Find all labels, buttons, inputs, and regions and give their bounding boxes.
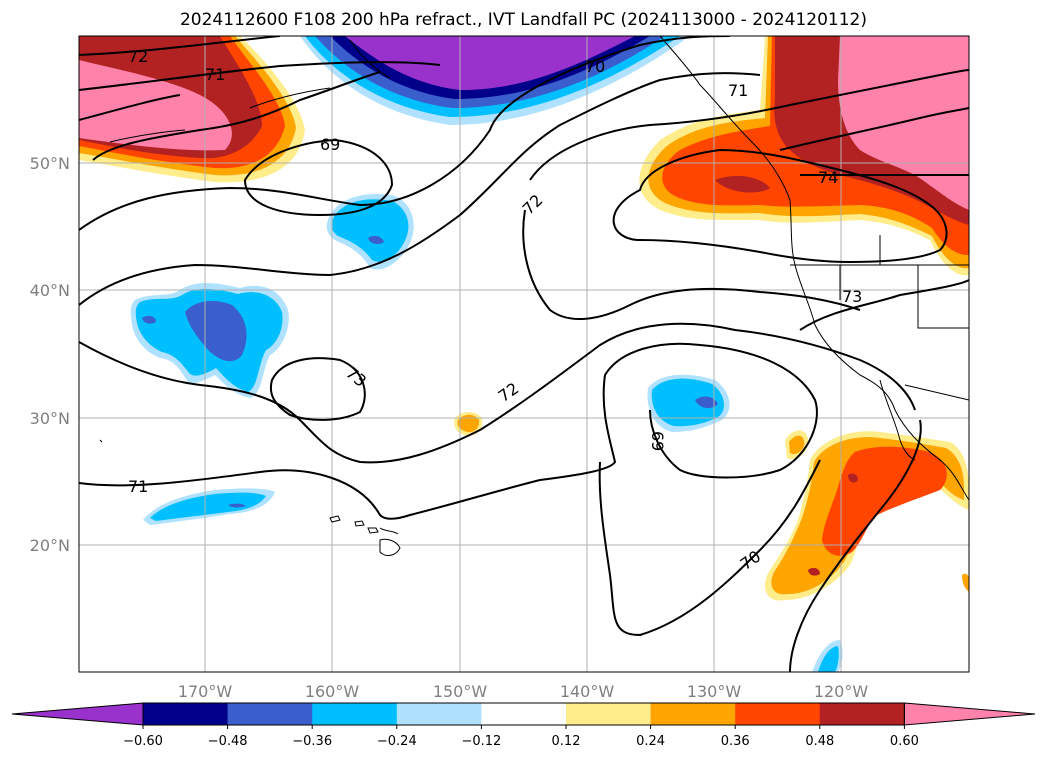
lon-label: 120°W (814, 682, 869, 701)
colorbar-tick-label: 0.60 (890, 734, 919, 749)
positive-anomaly-south (765, 430, 969, 672)
negative-anomaly-blob-4 (143, 488, 275, 525)
longitude-labels: 170°W 160°W 150°W 140°W 130°W 120°W (178, 682, 869, 701)
negative-anomaly-blob-2 (130, 283, 289, 398)
contour-label: 72 (128, 47, 148, 66)
negative-anomaly-north (300, 36, 690, 125)
colorbar-segment (143, 703, 229, 725)
contour-label: 69 (648, 431, 667, 451)
contour-label: 71 (128, 477, 148, 496)
contour-label: 71 (205, 65, 225, 84)
lon-label: 150°W (433, 682, 488, 701)
colorbar-segment (227, 703, 313, 725)
lon-label: 140°W (560, 682, 615, 701)
colorbar-segment (566, 703, 652, 725)
colorbar-tick-label: −0.36 (292, 734, 332, 749)
colorbar-tick-label: 0.12 (552, 734, 581, 749)
colorbar-segment (819, 703, 905, 725)
colorbar-tick-label: 0.48 (805, 734, 834, 749)
lat-label: 20°N (30, 536, 70, 555)
colorbar-segment (650, 703, 736, 725)
contour-label: 71 (728, 81, 748, 100)
contour-label: 74 (818, 168, 838, 187)
colorbar-tick-label: 0.36 (721, 734, 750, 749)
map-plot-area: 72 71 69 70 71 72 74 73 73 72 69 71 70 (79, 36, 969, 672)
colorbar-tick-label: 0.24 (636, 734, 665, 749)
colorbar-extend-high (903, 702, 1036, 726)
lon-label: 130°W (687, 682, 742, 701)
lon-label: 160°W (305, 682, 360, 701)
lat-label: 40°N (30, 281, 70, 300)
contour-label: 69 (320, 135, 340, 154)
hawaii-islands (329, 515, 401, 556)
refractivity-contours (79, 36, 969, 672)
coastlines (99, 36, 969, 535)
contour-label: 70 (585, 57, 605, 76)
map-title: 2024112600 F108 200 hPa refract., IVT La… (179, 10, 867, 30)
colorbar-segment (735, 703, 821, 725)
lat-label: 50°N (30, 154, 70, 173)
lat-label: 30°N (30, 409, 70, 428)
contour-label: 73 (842, 287, 862, 306)
colorbar-extend-low (11, 702, 144, 726)
colorbar-segment (312, 703, 398, 725)
lon-label: 170°W (178, 682, 233, 701)
latitude-labels: 50°N 40°N 30°N 20°N (30, 154, 70, 555)
colorbar-tick-label: −0.24 (377, 734, 417, 749)
colorbar-tick-label: −0.12 (461, 734, 501, 749)
colorbar-segment (396, 703, 482, 725)
colorbar-tick-label: −0.48 (208, 734, 248, 749)
positive-anomaly-northeast (639, 36, 969, 276)
colorbar (11, 702, 1036, 726)
colorbar-frame (142, 702, 905, 726)
colorbar-tick-label: −0.60 (123, 734, 163, 749)
colorbar-ticks: −0.60 −0.48 −0.36 −0.24 −0.12 0.12 0.24 0.36 0.4… (123, 725, 919, 749)
map-frame (78, 35, 970, 673)
colorbar-segment (481, 703, 567, 725)
